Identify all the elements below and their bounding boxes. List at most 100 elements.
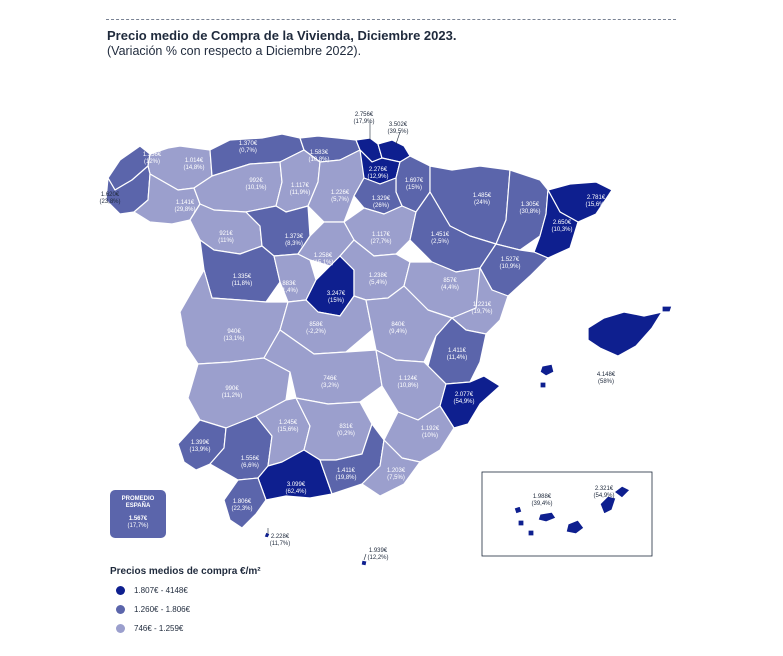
- province-santa-cruz-tenerife: [513, 505, 523, 515]
- price-label-zaragoza: 1.451€: [431, 232, 450, 238]
- change-label-ciudad-real: (3,2%): [321, 383, 339, 389]
- change-label-melilla: (12,2%): [367, 555, 388, 561]
- legend-item-low: 746€ - 1.259€: [116, 624, 183, 633]
- average-box: PROMEDIO ESPAÑA 1.567€ (17,7%): [110, 490, 166, 538]
- change-label-pontevedra: (12%): [144, 159, 160, 165]
- price-label-alava: 2.276€: [369, 167, 388, 173]
- change-label-albacete: (10,8%): [397, 383, 418, 389]
- change-label-segovia: (15,1%): [312, 260, 333, 266]
- price-label-lugo: 1.014€: [185, 158, 204, 164]
- province-baleares: [661, 305, 673, 313]
- legend-swatch-low: [116, 624, 125, 633]
- province-melilla: [360, 559, 368, 567]
- change-label-badajoz: (11,2%): [222, 393, 243, 399]
- price-label-girona: 2.781€: [587, 195, 606, 201]
- change-label-salamanca: (11,8%): [232, 281, 253, 287]
- price-label-toledo: 858€: [309, 322, 323, 328]
- legend-label-low: 746€ - 1.259€: [134, 624, 184, 633]
- price-label-jaen: 831€: [339, 424, 353, 430]
- change-label-zamora: (11%): [218, 238, 234, 244]
- price-label-palencia: 1.117€: [291, 183, 310, 189]
- price-label-melilla: 1.939€: [369, 548, 388, 554]
- price-label-madrid: 3.247€: [327, 291, 346, 297]
- price-label-cantabria: 1.583€: [310, 150, 329, 156]
- price-label-lleida: 1.305€: [521, 202, 540, 208]
- change-label-valladolid: (8,3%): [285, 241, 303, 247]
- change-label-huesca: (24%): [474, 200, 490, 206]
- price-label-sevilla: 1.556€: [241, 456, 260, 462]
- price-label-bizkaia: 2.756€: [355, 112, 374, 118]
- change-label-lleida: (30,8%): [519, 209, 540, 215]
- change-label-almeria: (7,5%): [387, 475, 405, 481]
- price-label-burgos: 1.226€: [331, 190, 350, 196]
- change-label-valencia: (11,4%): [447, 355, 468, 361]
- province-baleares: [539, 381, 547, 389]
- change-label-cuenca: (9,4%): [389, 329, 407, 335]
- gipuzkoa-leader: [395, 131, 401, 145]
- price-label-cuenca: 840€: [391, 322, 405, 328]
- price-label-avila: 883€: [282, 281, 296, 287]
- legend-item-mid: 1.260€ - 1.806€: [116, 605, 190, 614]
- change-label-la-rioja: (26%): [373, 203, 389, 209]
- change-label-asturias: (0,7%): [239, 148, 257, 154]
- price-label-segovia: 1.258€: [314, 253, 333, 259]
- melilla-leader: [363, 553, 367, 561]
- price-label-albacete: 1.124€: [399, 376, 418, 382]
- price-label-almeria: 1.203€: [387, 468, 406, 474]
- average-price: 1.567€: [128, 516, 148, 522]
- price-label-ciudad-real: 746€: [323, 376, 337, 382]
- change-label-girona: (15,6%): [585, 202, 606, 208]
- change-label-navarra: (15%): [406, 185, 422, 191]
- price-label-badajoz: 990€: [225, 386, 239, 392]
- change-label-cadiz: (22,3%): [231, 506, 252, 512]
- change-label-santa-cruz-tenerife: (39,4%): [531, 501, 552, 507]
- legend-swatch-mid: [116, 605, 125, 614]
- price-label-santa-cruz-tenerife: 1.988€: [533, 494, 552, 500]
- change-label-tarragona: (10,9%): [499, 264, 520, 270]
- change-label-caceres: (13,1%): [223, 336, 244, 342]
- province-almeria: [361, 439, 421, 497]
- price-label-la-rioja: 1.329€: [372, 196, 391, 202]
- change-label-cantabria: (10,8%): [308, 157, 329, 163]
- change-label-huelva: (13,9%): [189, 447, 210, 453]
- change-label-barcelona: (10,3%): [551, 227, 572, 233]
- change-label-guadalajara: (5,4%): [369, 280, 387, 286]
- average-change: (17,7%): [127, 523, 149, 529]
- map-subtitle: (Variación % con respecto a Diciembre 20…: [107, 44, 362, 58]
- price-label-las-palmas: 2.321€: [595, 486, 614, 492]
- price-label-tarragona: 1.527€: [501, 257, 520, 263]
- change-label-gipuzkoa: (39,5%): [387, 129, 408, 135]
- price-label-ceuta: 2.228€: [271, 534, 290, 540]
- price-label-navarra: 1.697€: [405, 178, 424, 184]
- province-baleares: [587, 311, 663, 357]
- price-label-guadalajara: 1.238€: [369, 273, 388, 279]
- change-label-granada: (19,8%): [335, 475, 356, 481]
- price-label-cadiz: 1.806€: [233, 499, 252, 505]
- change-label-baleares: (58%): [598, 379, 614, 385]
- province-cadiz: [223, 477, 267, 529]
- price-label-teruel: 857€: [443, 278, 457, 284]
- price-label-zamora: 921€: [219, 231, 233, 237]
- change-label-leon: (10,1%): [245, 185, 266, 191]
- change-label-jaen: (0,2%): [337, 431, 355, 437]
- top-divider: [106, 19, 676, 20]
- legend-title: Precios medios de compra €/m²: [110, 566, 261, 577]
- change-label-bizkaia: (17,9%): [353, 119, 374, 125]
- map-title: Precio medio de Compra de la Vivienda, D…: [107, 28, 457, 43]
- price-label-granada: 1.411€: [337, 468, 356, 474]
- price-label-salamanca: 1.335€: [233, 274, 252, 280]
- province-baleares: [539, 363, 555, 377]
- price-label-ourense: 1.141€: [176, 200, 195, 206]
- change-label-cordoba: (15,6%): [277, 427, 298, 433]
- price-label-alicante: 2.077€: [455, 392, 474, 398]
- price-label-caceres: 940€: [227, 329, 241, 335]
- price-label-soria: 1.117€: [372, 232, 391, 238]
- province-las-palmas: [565, 519, 585, 535]
- province-santa-cruz-tenerife: [527, 529, 535, 537]
- change-label-burgos: (5,7%): [331, 197, 349, 203]
- price-label-asturias: 1.370€: [239, 141, 258, 147]
- price-label-a-coruna: 1.620€: [101, 192, 120, 198]
- price-label-baleares: 4.148€: [597, 372, 616, 378]
- legend-item-high: 1.807€ - 4148€: [116, 586, 188, 595]
